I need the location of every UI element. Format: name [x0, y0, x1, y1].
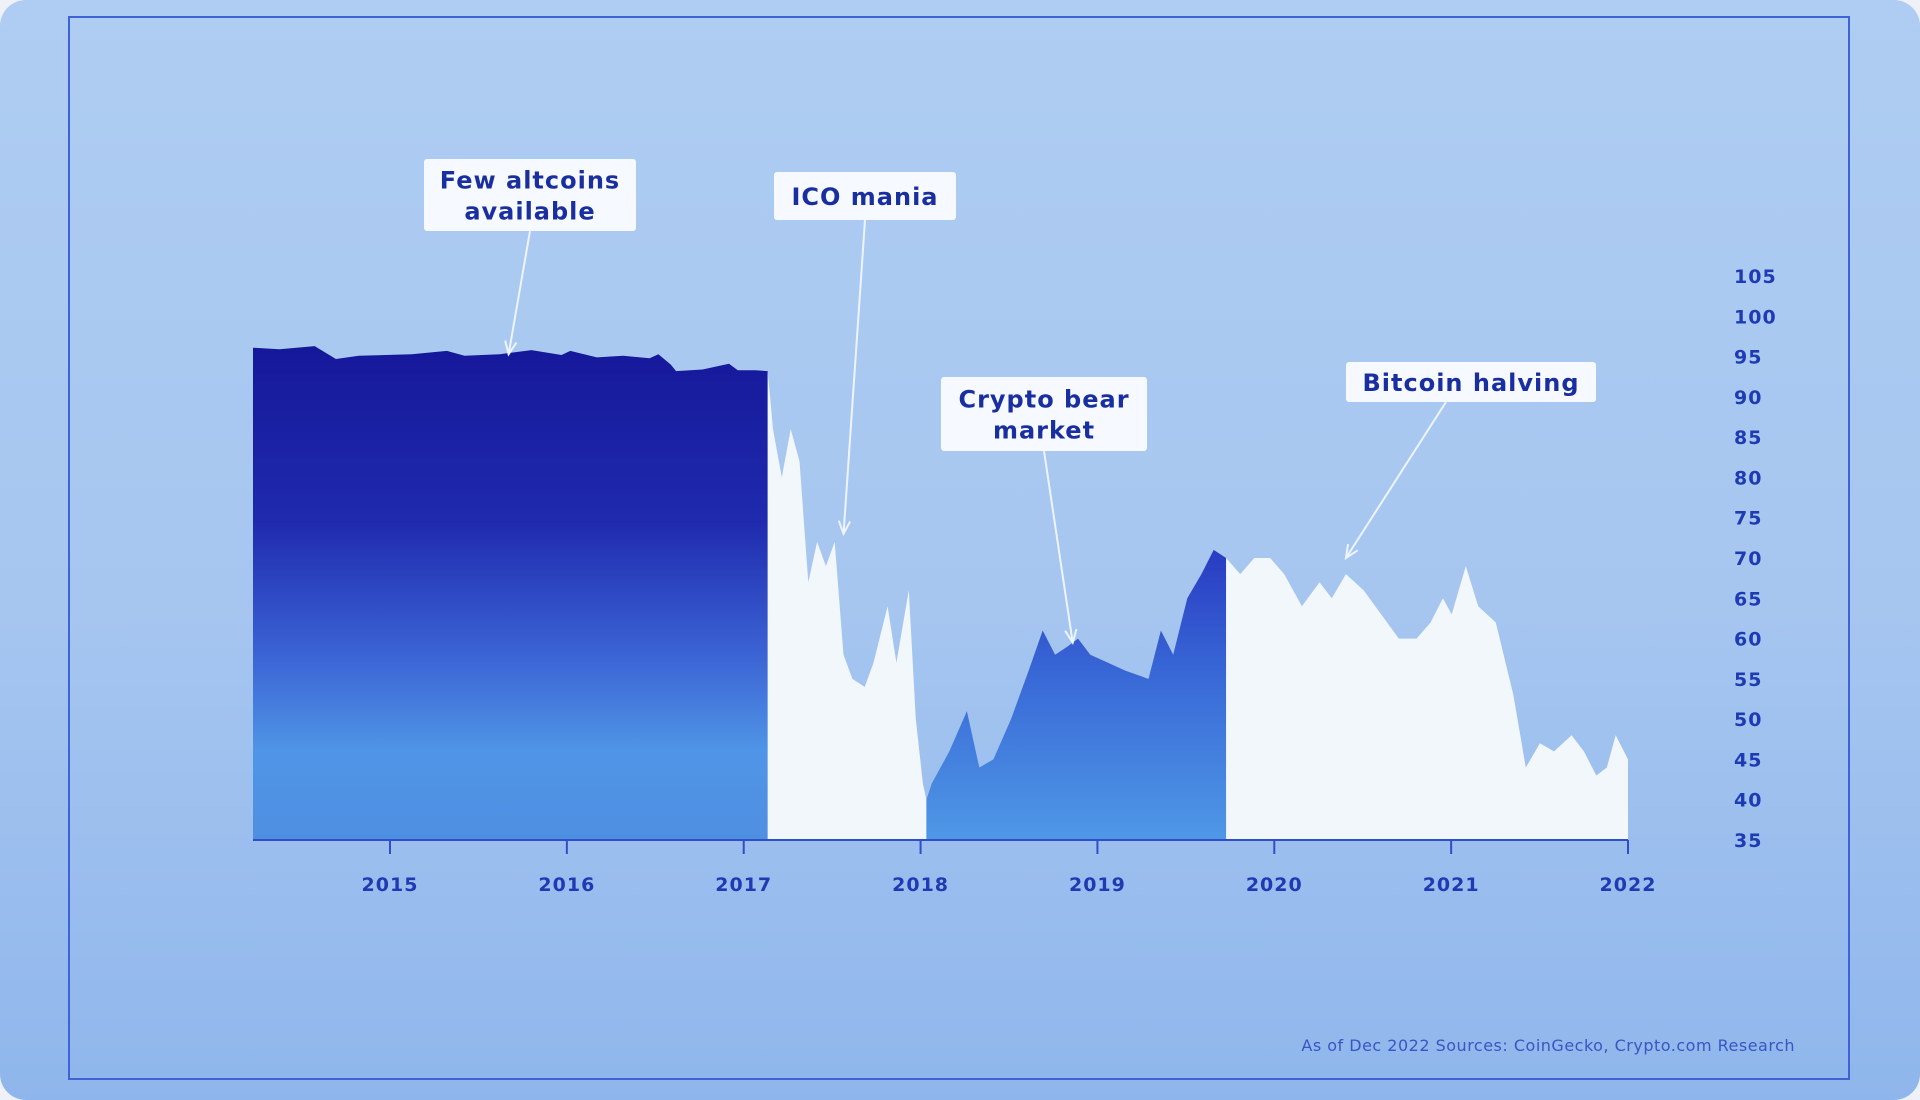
y-tick-label: 70 [1734, 548, 1762, 570]
callout-box [1346, 362, 1596, 402]
x-tick-label: 2015 [362, 874, 419, 896]
callout-leader-line [1043, 450, 1074, 643]
y-tick-label: 100 [1734, 306, 1777, 328]
callout-4: Bitcoin halving [1344, 362, 1596, 561]
area-segment-1-dark [253, 346, 768, 840]
y-tick-label: 50 [1734, 709, 1762, 731]
y-tick-label: 85 [1734, 427, 1762, 449]
callout-text-line: Bitcoin halving [1362, 369, 1579, 397]
area-series-group [253, 346, 1628, 840]
x-tick-label: 2020 [1246, 874, 1303, 896]
y-tick-label: 90 [1734, 387, 1762, 409]
callout-leader-line [1345, 401, 1447, 559]
x-tick-label: 2022 [1600, 874, 1657, 896]
y-tick-label: 45 [1734, 749, 1762, 771]
callout-arrowhead [504, 340, 518, 357]
callout-arrowhead [837, 520, 851, 537]
x-tick-labels: 2015 2016 2017 2018 2019 2020 2021 2022 [362, 874, 1657, 896]
callout-leader-line [842, 219, 866, 534]
callout-box [424, 159, 636, 231]
x-axis [253, 839, 1629, 854]
area-segment-3-blue [926, 549, 1227, 840]
y-tick-label: 95 [1734, 347, 1762, 369]
callout-text-line: Crypto bear [958, 386, 1129, 414]
x-tick-label: 2016 [538, 874, 595, 896]
callout-arrowhead [1064, 628, 1078, 646]
area-segment-4-light [1226, 558, 1628, 840]
callout-text-line: available [464, 198, 595, 226]
chart-frame [68, 16, 1850, 1080]
x-tick-label: 2019 [1069, 874, 1126, 896]
area-segment-2-light [767, 371, 927, 840]
callout-text-line: Few altcoins [440, 167, 620, 195]
y-tick-label: 80 [1734, 467, 1762, 489]
y-tick-label: 75 [1734, 508, 1762, 530]
x-tick-label: 2017 [715, 874, 772, 896]
y-tick-label: 35 [1734, 830, 1762, 852]
y-tick-label: 65 [1734, 588, 1762, 610]
callout-3: Crypto bear market [941, 377, 1147, 646]
y-tick-labels: 105 100 95 90 85 80 75 70 65 60 55 50 45 40 35 [1734, 266, 1777, 852]
callout-1: Few altcoins available [424, 159, 636, 357]
annotation-callouts: Few altcoins available ICO mania Crypto bea… [424, 159, 1596, 646]
callout-text-line: market [993, 417, 1095, 445]
source-note: As of Dec 2022 Sources: CoinGecko, Crypt… [1301, 1036, 1795, 1055]
callout-arrowhead [1344, 544, 1359, 561]
callout-text-line: ICO mania [791, 183, 938, 211]
x-tick-label: 2018 [892, 874, 949, 896]
x-tick-label: 2021 [1423, 874, 1480, 896]
y-tick-label: 60 [1734, 629, 1762, 651]
y-tick-label: 40 [1734, 790, 1762, 812]
y-tick-label: 55 [1734, 669, 1762, 691]
callout-2: ICO mania [774, 172, 956, 537]
callout-leader-line [507, 230, 531, 355]
callout-box [941, 377, 1147, 451]
y-tick-label: 105 [1734, 266, 1777, 288]
callout-box [774, 172, 956, 220]
